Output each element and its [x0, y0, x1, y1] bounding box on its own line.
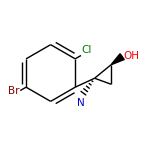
Text: Br: Br	[8, 86, 19, 96]
Polygon shape	[111, 54, 124, 65]
Text: Cl: Cl	[82, 45, 92, 55]
Text: N: N	[77, 98, 84, 108]
Text: OH: OH	[123, 51, 139, 61]
